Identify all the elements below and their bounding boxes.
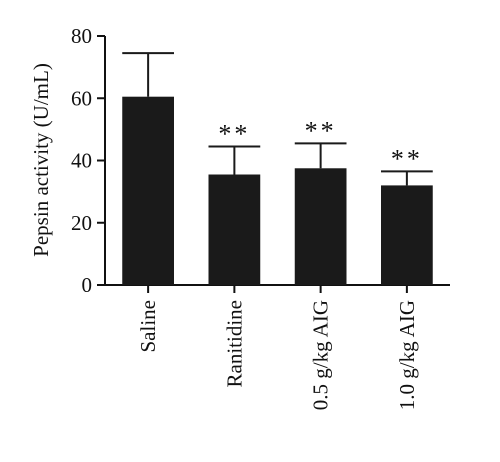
y-axis: 0 20 40 60 80	[71, 24, 106, 297]
significance-group: ** ** **	[218, 116, 423, 173]
x-tick-label: Saline	[136, 300, 160, 353]
x-tick-labels-group: Saline Ranitidine 0.5 g/kg AIG 1.0 g/kg AIG	[136, 300, 419, 410]
error-bars-group	[122, 52, 433, 186]
bar-0	[122, 96, 174, 285]
x-axis	[105, 284, 450, 293]
bars-group	[122, 96, 433, 285]
y-tick-label: 0	[82, 273, 93, 297]
y-axis-label: Pepsin activity (U/mL)	[29, 63, 53, 257]
x-tick-label: 0.5 g/kg AIG	[309, 300, 333, 410]
x-tick-label: 1.0 g/kg AIG	[395, 300, 419, 410]
y-tick-label: 60	[71, 86, 92, 110]
significance-marker: **	[391, 144, 423, 173]
significance-marker: **	[218, 119, 250, 148]
x-tick-label: Ranitidine	[222, 300, 246, 388]
y-tick-label: 80	[71, 24, 92, 48]
bar-3	[381, 185, 433, 285]
significance-marker: **	[305, 116, 337, 145]
y-tick-label: 40	[71, 149, 92, 173]
bar-1	[208, 174, 261, 285]
y-tick-label: 20	[71, 211, 92, 235]
bar-2	[294, 168, 347, 285]
